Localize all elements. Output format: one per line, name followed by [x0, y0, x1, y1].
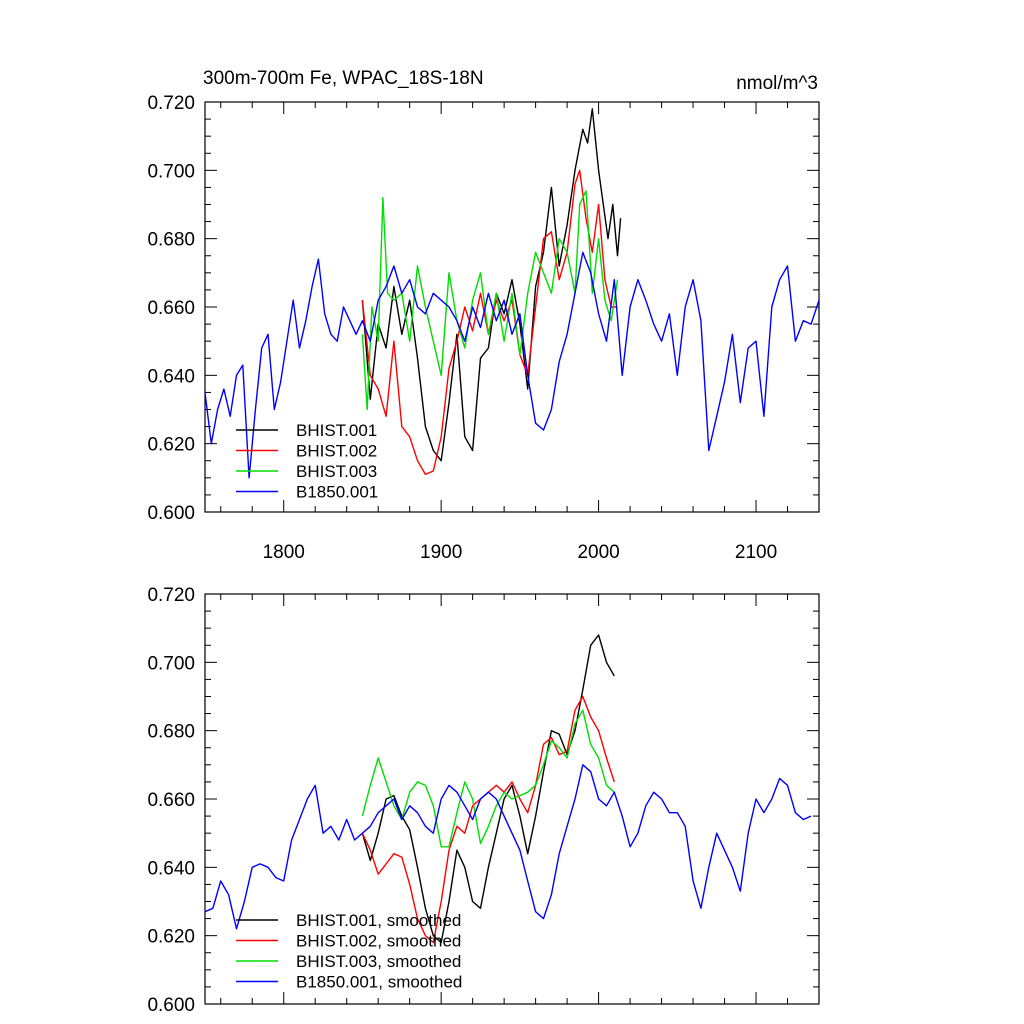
- series-line-b1850-001-smoothed: [204, 764, 812, 930]
- top-panel: 300m-700m Fe, WPAC_18S-18N nmol/m^3 0.60…: [147, 68, 820, 563]
- series-line-bhist-001-smoothed: [361, 634, 615, 944]
- x-tick-label: 1900: [420, 542, 462, 563]
- x-tick-label: 2000: [577, 542, 619, 563]
- series-line-bhist-002-smoothed: [361, 695, 615, 944]
- top-plot-area: 0.600 0.620 0.640 0.660 0.680 0.700 0.720 1800 1…: [147, 93, 820, 563]
- chart-title: 300m-700m Fe, WPAC_18S-18N: [203, 68, 484, 89]
- series-line-bhist-002: [361, 169, 618, 476]
- legend-label: B1850.001, smoothed: [296, 973, 462, 992]
- y-tick-label: 0.640: [147, 858, 195, 879]
- series-line-bhist-001: [361, 108, 622, 462]
- y-tick-label: 0.680: [147, 230, 195, 251]
- legend-label: BHIST.001: [296, 421, 377, 440]
- series-line-bhist-003-smoothed: [361, 709, 615, 848]
- y-tick-label: 0.600: [147, 995, 195, 1016]
- legend-label: BHIST.001, smoothed: [296, 911, 461, 930]
- y-tick-label: 0.700: [147, 653, 195, 674]
- series-line-bhist-003: [361, 190, 619, 411]
- bottom-plot-area: 0.600 0.620 0.640 0.660 0.680 0.700 0.720 BHIST…: [147, 585, 820, 1016]
- y-tick-label: 0.640: [147, 366, 195, 387]
- y-tick-label: 0.720: [147, 585, 195, 606]
- bottom-panel: 0.600 0.620 0.640 0.660 0.680 0.700 0.720 BHIST…: [147, 585, 820, 1016]
- x-tick-label: 2100: [735, 542, 777, 563]
- series-line-b1850-001: [204, 251, 820, 479]
- y-tick-label: 0.620: [147, 435, 195, 456]
- y-tick-label: 0.600: [147, 503, 195, 524]
- y-tick-label: 0.700: [147, 161, 195, 182]
- legend-label: BHIST.003: [296, 462, 377, 481]
- legend-label: B1850.001: [296, 483, 378, 502]
- x-tick-label: 1800: [263, 542, 305, 563]
- units-label: nmol/m^3: [736, 73, 818, 94]
- y-tick-label: 0.660: [147, 298, 195, 319]
- legend-label: BHIST.002: [296, 442, 377, 461]
- y-tick-label: 0.620: [147, 927, 195, 948]
- legend-label: BHIST.003, smoothed: [296, 952, 461, 971]
- y-tick-label: 0.720: [147, 93, 195, 114]
- y-tick-label: 0.680: [147, 722, 195, 743]
- y-tick-label: 0.660: [147, 790, 195, 811]
- legend-label: BHIST.002, smoothed: [296, 932, 461, 951]
